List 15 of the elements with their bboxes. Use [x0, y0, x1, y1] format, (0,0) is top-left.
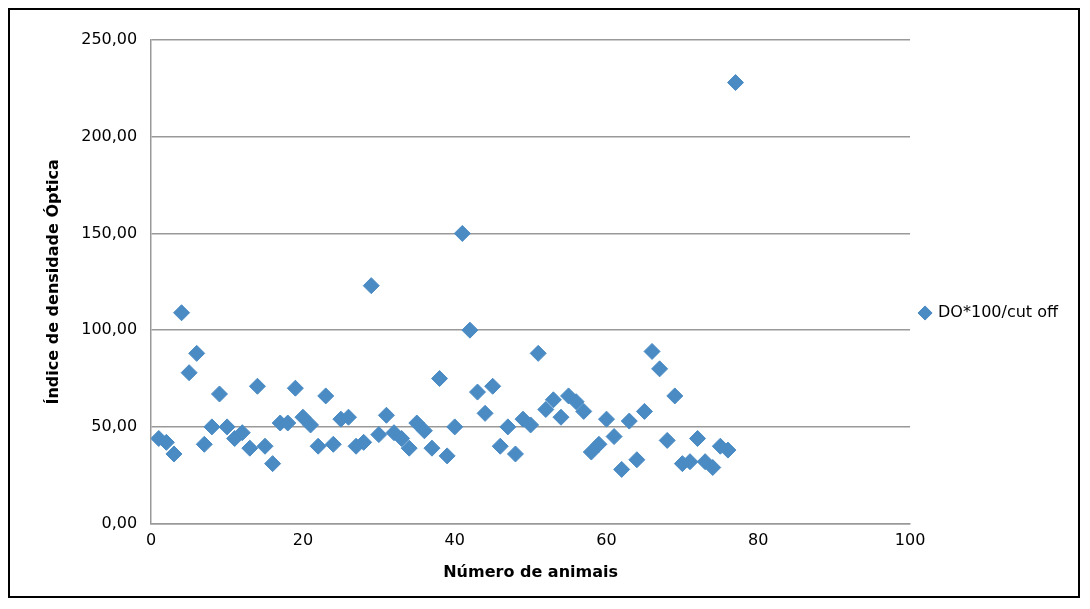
x-axis-title: Número de animais — [443, 561, 619, 581]
x-tick-label: 0 — [146, 530, 157, 550]
y-axis-title: Índice de densidade Óptica — [42, 159, 62, 405]
x-tick-label: 100 — [894, 530, 926, 550]
y-tick-label: 0,00 — [101, 512, 138, 532]
y-tick-label: 250,00 — [81, 29, 138, 49]
x-tick-label: 40 — [444, 530, 465, 550]
legend-label: DO*100/cut off — [938, 302, 1059, 322]
y-tick-label: 50,00 — [91, 416, 138, 436]
x-tick-label: 20 — [292, 530, 314, 550]
y-tick-label: 150,00 — [81, 222, 138, 242]
y-tick-label: 100,00 — [81, 319, 138, 339]
x-tick-label: 80 — [748, 530, 769, 550]
x-tick-label: 60 — [596, 530, 617, 550]
y-tick-label: 200,00 — [81, 125, 138, 145]
